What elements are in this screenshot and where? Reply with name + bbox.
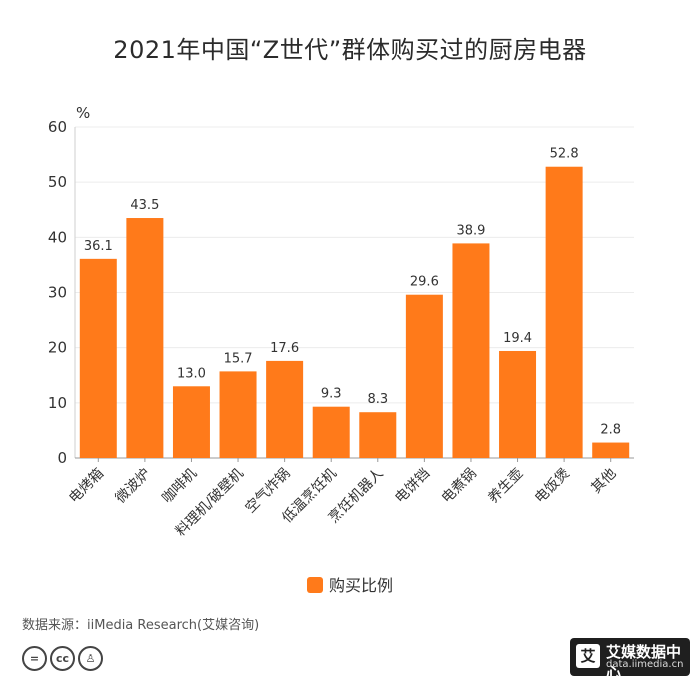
bar-value-label: 38.9 bbox=[456, 223, 485, 238]
cc-logo-icon: cc bbox=[50, 646, 75, 671]
cc-person-icon: ♙ bbox=[78, 646, 103, 671]
bar-value-label: 2.8 bbox=[600, 423, 621, 438]
bar bbox=[499, 350, 537, 458]
y-tick-label: 40 bbox=[48, 228, 67, 246]
x-tick-label: 电饭煲 bbox=[531, 465, 573, 507]
bar bbox=[452, 243, 490, 458]
data-source: 数据来源：iiMedia Research(艾媒咨询) bbox=[22, 618, 260, 633]
bar bbox=[359, 412, 397, 458]
y-tick-label: 30 bbox=[48, 284, 67, 302]
y-tick-label: 0 bbox=[57, 449, 67, 467]
bar-value-label: 36.1 bbox=[84, 239, 113, 254]
y-tick-label: 50 bbox=[48, 173, 67, 191]
bar bbox=[172, 386, 210, 458]
bar-value-label: 9.3 bbox=[321, 387, 342, 402]
brand-mark: 艾 bbox=[576, 644, 600, 668]
bar bbox=[545, 166, 583, 458]
bar-value-label: 17.6 bbox=[270, 341, 299, 356]
license-icons: = cc ♙ bbox=[22, 646, 106, 671]
y-axis-unit: % bbox=[76, 104, 90, 122]
bar-value-label: 43.5 bbox=[130, 198, 159, 213]
bar-value-label: 29.6 bbox=[410, 275, 439, 290]
bar-value-label: 8.3 bbox=[367, 392, 388, 407]
cc-equals-icon: = bbox=[22, 646, 47, 671]
legend[interactable]: 购买比例 bbox=[0, 572, 700, 596]
x-tick-label: 电烤箱 bbox=[66, 466, 107, 507]
x-tick-label: 养生壶 bbox=[485, 466, 526, 507]
bar bbox=[405, 294, 443, 458]
x-tick-label: 咖啡机 bbox=[159, 466, 200, 507]
y-tick-label: 60 bbox=[48, 118, 67, 136]
bar-value-label: 13.0 bbox=[177, 366, 206, 381]
bar bbox=[126, 218, 164, 458]
x-tick-label: 其他 bbox=[588, 466, 619, 497]
chart-title: 2021年中国“Z世代”群体购买过的厨房电器 bbox=[113, 36, 587, 64]
y-tick-label: 20 bbox=[48, 339, 67, 357]
brand-logo: 艾 艾媒数据中心 data.iimedia.cn bbox=[570, 638, 690, 682]
bar bbox=[219, 371, 257, 458]
legend-swatch bbox=[306, 577, 323, 593]
brand-name: 艾媒数据中心 bbox=[606, 643, 682, 682]
x-tick-label: 电饼铛 bbox=[392, 466, 433, 507]
y-tick-label: 10 bbox=[48, 394, 67, 412]
bar bbox=[266, 360, 304, 458]
bar bbox=[312, 406, 350, 458]
legend-label: 购买比例 bbox=[328, 576, 393, 595]
bar-value-label: 52.8 bbox=[550, 147, 579, 162]
bar bbox=[592, 442, 630, 458]
bar bbox=[79, 258, 117, 458]
x-tick-label: 微波炉 bbox=[113, 466, 154, 507]
x-tick-label: 电煮锅 bbox=[439, 466, 480, 507]
bar-value-label: 15.7 bbox=[224, 351, 253, 366]
brand-url: data.iimedia.cn bbox=[606, 659, 684, 670]
bar-value-label: 19.4 bbox=[503, 331, 532, 346]
